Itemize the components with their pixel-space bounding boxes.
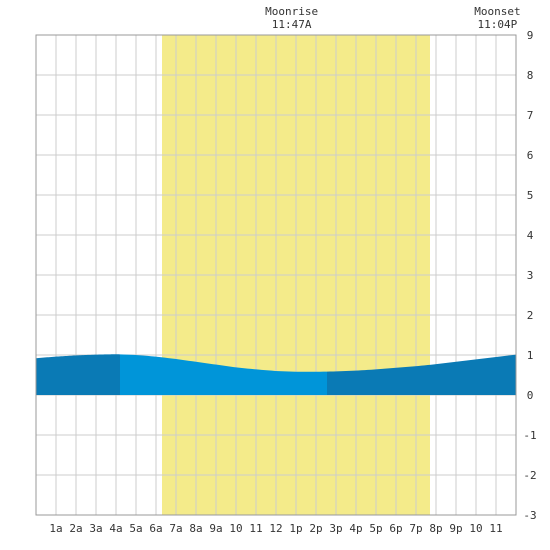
x-tick-labels: 1a 2a 3a 4a 5a 6a 7a 8a 9a 10 11 12 1p 2p 3p 4p 5p 6p 7p 8p… [49,522,502,535]
y-tick-labels: -3 -2 -1 0 1 2 3 4 5 6 7 8 9 [523,29,536,522]
y-tick-label: -2 [523,469,536,482]
y-tick-label: 9 [527,29,534,42]
x-tick-label: 5a [129,522,142,535]
x-tick-label: 8p [429,522,442,535]
x-tick-label: 3a [89,522,102,535]
annotation-time: 11:04P [478,18,518,31]
x-tick-label: 2a [69,522,82,535]
y-tick-label: 6 [527,149,534,162]
x-tick-label: 1a [49,522,62,535]
x-tick-label: 11 [489,522,502,535]
x-tick-label: 1p [289,522,302,535]
x-tick-label: 9a [209,522,222,535]
annotation-time: 11:47A [272,18,312,31]
grid-layer [36,34,516,516]
x-tick-label: 8a [189,522,202,535]
x-tick-label: 3p [329,522,342,535]
x-tick-label: 6p [389,522,402,535]
x-tick-label: 12 [269,522,282,535]
x-tick-label: 7a [169,522,182,535]
x-tick-label: 11 [249,522,262,535]
x-tick-label: 10 [229,522,242,535]
tide-area-layer [36,354,516,395]
x-tick-label: 10 [469,522,482,535]
annotation-label: Moonset [474,5,520,18]
x-tick-label: 9p [449,522,462,535]
x-tick-label: 6a [149,522,162,535]
y-tick-label: 7 [527,109,534,122]
tide-area-segment-3 [327,354,516,395]
y-tick-label: 8 [527,69,534,82]
y-tick-label: 1 [527,349,534,362]
y-tick-label: 4 [527,229,534,242]
x-tick-label: 4p [349,522,362,535]
annotation-label: Moonrise [265,5,318,18]
tide-area-segment-1 [36,354,120,395]
tide-area-segment-2 [120,354,327,395]
y-tick-label: 3 [527,269,534,282]
x-tick-label: 4a [109,522,122,535]
plot-frame [35,34,517,516]
y-tick-label: -1 [523,429,536,442]
y-tick-label: -3 [523,509,536,522]
x-tick-label: 7p [409,522,422,535]
x-tick-label: 2p [309,522,322,535]
x-tick-label: 5p [369,522,382,535]
y-tick-label: 0 [527,389,534,402]
y-tick-label: 2 [527,309,534,322]
y-tick-label: 5 [527,189,534,202]
